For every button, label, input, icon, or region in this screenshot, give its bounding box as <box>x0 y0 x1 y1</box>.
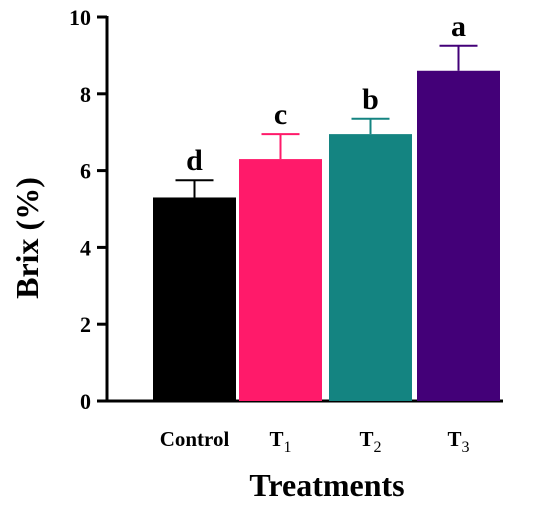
bar <box>153 197 236 401</box>
y-tick-label: 4 <box>80 235 91 260</box>
x-tick-label: T1 <box>269 427 291 456</box>
x-tick-label: T3 <box>447 427 469 456</box>
significance-letter: a <box>451 10 466 43</box>
significance-letter: c <box>274 98 287 131</box>
bar <box>417 70 500 401</box>
significance-letter: d <box>186 144 203 177</box>
y-tick-label: 8 <box>80 82 91 107</box>
y-tick-label: 2 <box>80 312 91 337</box>
x-axis-title: Treatments <box>249 467 404 503</box>
x-tick-label: Control <box>160 427 230 451</box>
x-tick-label: T2 <box>359 427 381 456</box>
bar <box>329 134 412 401</box>
labels-group: d Control c T1 b T2 a T3 <box>160 10 470 456</box>
y-axis-title: Brix (%) <box>9 177 45 299</box>
y-tick-label: 6 <box>80 159 91 184</box>
y-tick-label: 10 <box>69 5 91 30</box>
bar <box>239 159 322 401</box>
bars-group <box>153 44 500 401</box>
significance-letter: b <box>362 83 379 116</box>
y-tick-label: 0 <box>80 389 91 414</box>
